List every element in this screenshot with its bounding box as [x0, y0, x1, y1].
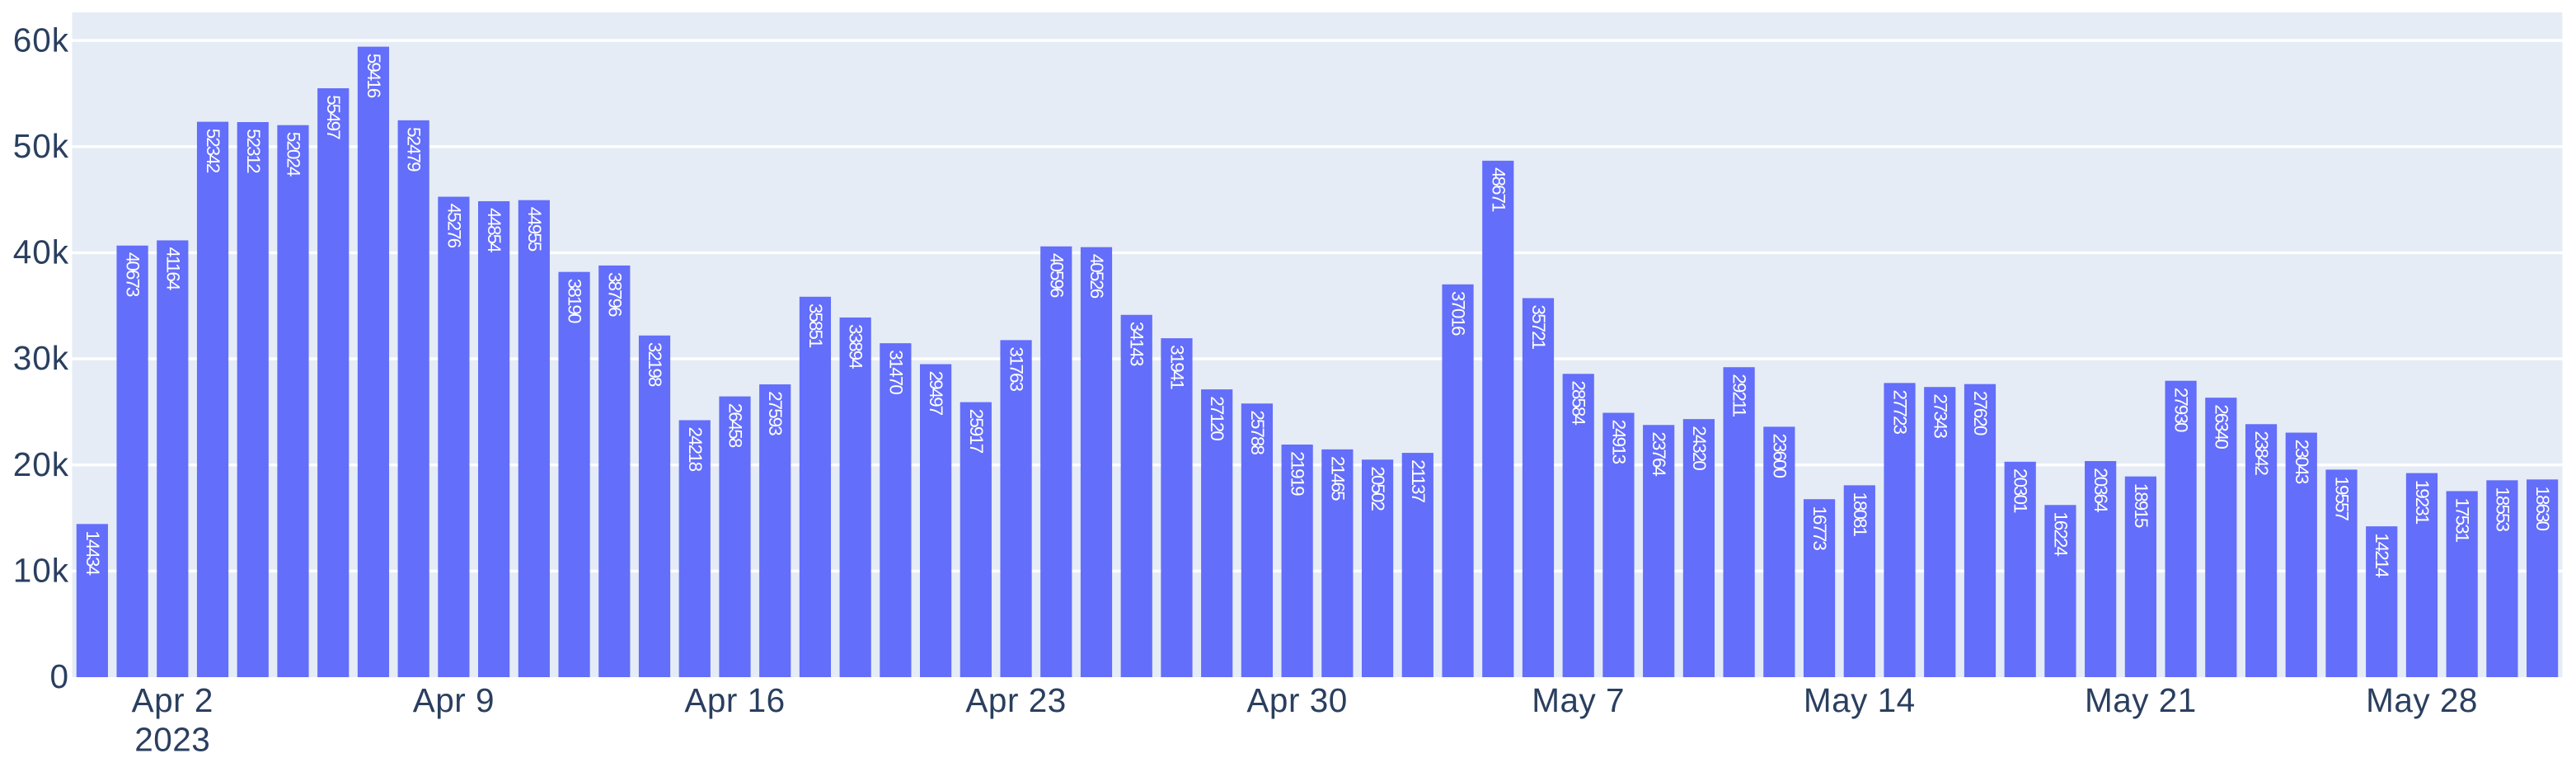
- svg-text:20364: 20364: [2090, 468, 2111, 512]
- svg-text:23842: 23842: [2251, 431, 2272, 475]
- svg-text:19557: 19557: [2332, 477, 2353, 521]
- svg-text:37016: 37016: [1448, 291, 1469, 336]
- svg-text:20301: 20301: [2011, 468, 2031, 513]
- svg-text:31941: 31941: [1166, 345, 1187, 389]
- svg-text:32198: 32198: [645, 342, 665, 387]
- svg-text:19231: 19231: [2412, 480, 2433, 525]
- svg-text:27620: 27620: [1970, 391, 1991, 435]
- svg-text:18915: 18915: [2131, 483, 2151, 528]
- svg-text:44955: 44955: [524, 207, 545, 252]
- svg-text:26458: 26458: [725, 403, 745, 448]
- svg-text:29211: 29211: [1729, 374, 1750, 417]
- svg-text:18630: 18630: [2532, 486, 2553, 530]
- svg-text:30k: 30k: [13, 339, 69, 377]
- svg-text:Apr 16: Apr 16: [684, 681, 785, 719]
- svg-text:24320: 24320: [1689, 426, 1710, 470]
- svg-text:40k: 40k: [13, 233, 69, 271]
- svg-text:35721: 35721: [1528, 305, 1549, 350]
- svg-text:17531: 17531: [2452, 498, 2473, 543]
- svg-text:28584: 28584: [1569, 380, 1589, 425]
- svg-text:21919: 21919: [1288, 451, 1308, 496]
- svg-text:59416: 59416: [364, 54, 384, 98]
- svg-text:16773: 16773: [1809, 506, 1830, 550]
- svg-text:25788: 25788: [1247, 410, 1268, 454]
- svg-text:20502: 20502: [1368, 466, 1388, 511]
- svg-text:21465: 21465: [1327, 456, 1348, 501]
- svg-text:May 14: May 14: [1804, 681, 1916, 719]
- svg-text:May 21: May 21: [2085, 681, 2197, 719]
- svg-text:18081: 18081: [1850, 492, 1870, 536]
- svg-text:52312: 52312: [243, 129, 264, 173]
- svg-text:26340: 26340: [2211, 404, 2231, 449]
- svg-text:40526: 40526: [1086, 254, 1107, 299]
- svg-text:23764: 23764: [1649, 431, 1669, 476]
- svg-text:27723: 27723: [1890, 389, 1911, 434]
- svg-text:60k: 60k: [13, 21, 69, 59]
- svg-text:27120: 27120: [1207, 396, 1227, 440]
- svg-text:40596: 40596: [1046, 253, 1067, 298]
- svg-text:27593: 27593: [765, 391, 786, 435]
- svg-text:May 28: May 28: [2366, 681, 2478, 719]
- svg-text:16224: 16224: [2050, 511, 2071, 556]
- svg-text:40673: 40673: [123, 252, 143, 297]
- svg-text:31470: 31470: [885, 350, 906, 394]
- svg-text:52479: 52479: [404, 127, 425, 172]
- svg-text:14214: 14214: [2372, 533, 2392, 577]
- svg-text:38190: 38190: [565, 279, 585, 323]
- svg-text:23043: 23043: [2292, 440, 2312, 484]
- svg-text:27930: 27930: [2171, 388, 2192, 432]
- svg-text:Apr 23: Apr 23: [965, 681, 1066, 719]
- svg-text:34143: 34143: [1127, 322, 1147, 366]
- svg-text:52342: 52342: [203, 129, 223, 173]
- svg-text:29497: 29497: [926, 371, 946, 416]
- svg-text:25917: 25917: [966, 409, 987, 454]
- svg-text:24218: 24218: [685, 427, 706, 472]
- svg-text:14434: 14434: [82, 530, 103, 575]
- svg-text:35851: 35851: [805, 304, 826, 348]
- svg-text:27343: 27343: [1930, 393, 1950, 438]
- svg-text:Apr 30: Apr 30: [1246, 681, 1347, 719]
- svg-text:55497: 55497: [323, 95, 344, 139]
- svg-text:38796: 38796: [604, 272, 625, 317]
- svg-text:48671: 48671: [1488, 167, 1509, 212]
- svg-text:45276: 45276: [443, 204, 464, 248]
- svg-text:31763: 31763: [1006, 346, 1027, 391]
- svg-text:52024: 52024: [283, 132, 303, 177]
- svg-text:2023: 2023: [134, 721, 210, 759]
- svg-text:20k: 20k: [13, 445, 69, 483]
- svg-text:0: 0: [49, 657, 69, 695]
- svg-text:23600: 23600: [1769, 433, 1790, 478]
- svg-text:41164: 41164: [162, 247, 183, 290]
- svg-text:10k: 10k: [13, 552, 69, 590]
- svg-text:44854: 44854: [484, 208, 504, 252]
- svg-text:33894: 33894: [846, 324, 866, 369]
- svg-text:21137: 21137: [1408, 459, 1429, 502]
- svg-text:Apr 2: Apr 2: [132, 681, 213, 719]
- svg-text:18553: 18553: [2492, 487, 2513, 531]
- svg-text:Apr 9: Apr 9: [413, 681, 495, 719]
- svg-text:50k: 50k: [13, 127, 69, 165]
- svg-text:May 7: May 7: [1532, 681, 1625, 719]
- svg-text:24913: 24913: [1608, 420, 1629, 464]
